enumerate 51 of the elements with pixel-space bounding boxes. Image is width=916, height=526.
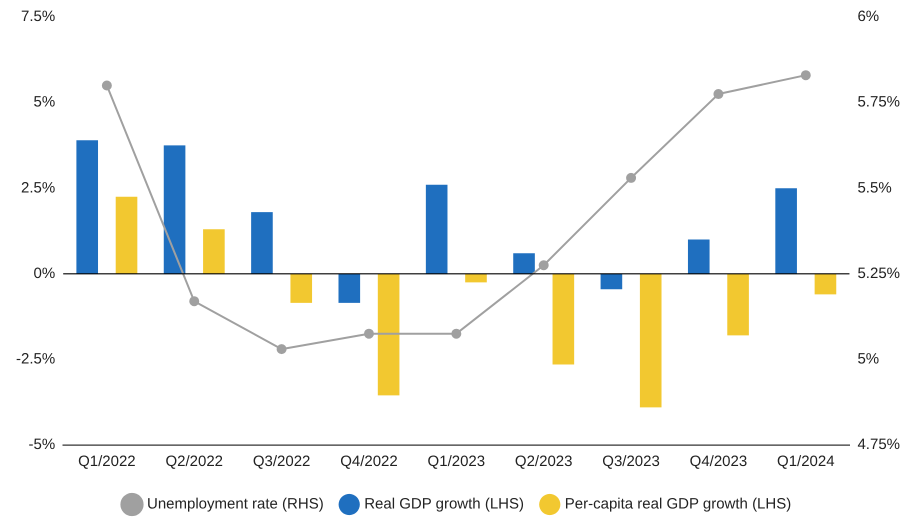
point [276,344,287,354]
x-tick-label: Q3/2023 [602,453,660,470]
bar [688,240,710,274]
legend-label: Unemployment rate (RHS) [146,496,324,513]
y-tick-label: 2.5% [20,179,56,196]
x-tick-label: Q4/2023 [690,453,748,470]
y2-tick-label: 5.25% [857,264,900,282]
bar [203,229,225,274]
bar [775,188,797,274]
point [451,328,462,339]
y2-tick-label: 5.5% [857,179,892,196]
bar [513,253,535,274]
bar [164,145,186,274]
point [800,70,811,80]
point [102,80,112,90]
bar [290,274,312,303]
point [189,296,200,306]
x-tick-label: Q1/2022 [78,453,136,470]
bar [600,274,622,290]
x-tick-label: Q4/2022 [340,453,398,470]
y-tick-label: 7.5% [20,8,56,26]
point [713,89,724,100]
y-tick-label: -5% [28,436,56,454]
bar [640,274,662,408]
bar [465,274,487,282]
legend-label: Per-capita real GDP growth (LHS) [564,496,792,513]
bar [727,274,749,336]
x-tick-label: Q2/2023 [514,453,572,470]
bar [338,274,360,303]
y-tick-label: 5% [33,94,56,111]
bar [251,212,273,274]
point [538,260,549,270]
point [626,172,636,183]
x-tick-label: Q3/2022 [252,453,310,470]
x-tick-label: Q1/2024 [777,453,835,470]
bar [814,274,836,294]
bar [116,196,138,274]
bar [378,274,400,396]
y-tick-label: -2.5% [16,350,56,368]
legend-label: Real GDP growth (LHS) [364,496,524,513]
x-tick-label: Q2/2022 [165,453,224,470]
bar [76,140,98,274]
point [364,328,374,339]
bar [552,274,574,365]
y-tick-label: 0% [33,264,56,282]
y2-tick-label: 5% [857,350,880,368]
y2-tick-label: 6% [857,8,880,26]
x-tick-label: Q1/2023 [428,453,486,470]
y2-tick-label: 5.75% [857,94,900,111]
y2-tick-label: 4.75% [857,436,900,454]
bar [426,184,448,274]
